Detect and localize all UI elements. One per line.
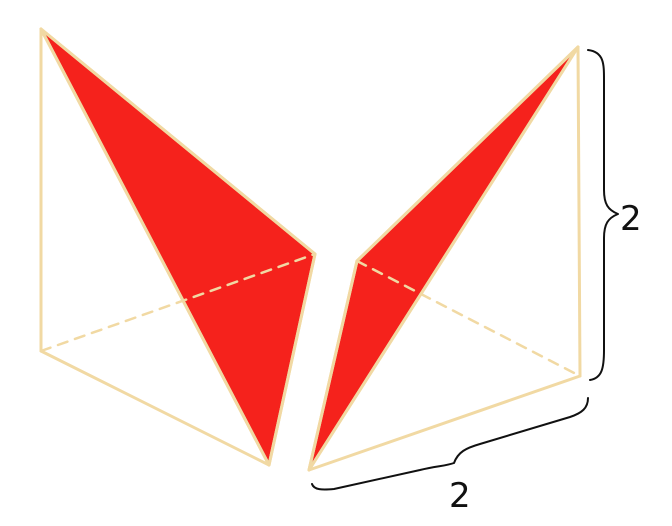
width-brace xyxy=(311,397,589,491)
width-label: 2 xyxy=(449,476,471,516)
left-edge-top-diagonal xyxy=(39,27,317,256)
right-edge-vertical xyxy=(576,45,582,378)
left-hidden-edge xyxy=(39,252,317,353)
right-edge-top-diagonal xyxy=(355,45,580,263)
right-pyramid xyxy=(307,45,582,472)
left-edge-right xyxy=(267,252,317,467)
left-red-face xyxy=(39,27,317,467)
right-edge-front-diagonal xyxy=(307,45,580,472)
height-brace xyxy=(587,49,619,381)
left-edge-bottom xyxy=(39,349,271,467)
left-edge-front-diagonal xyxy=(39,27,271,467)
left-pyramid xyxy=(39,27,317,467)
height-label: 2 xyxy=(620,199,642,239)
right-edge-bottom xyxy=(307,374,582,472)
right-hidden-edge xyxy=(355,259,582,378)
right-edge-left xyxy=(307,259,359,472)
